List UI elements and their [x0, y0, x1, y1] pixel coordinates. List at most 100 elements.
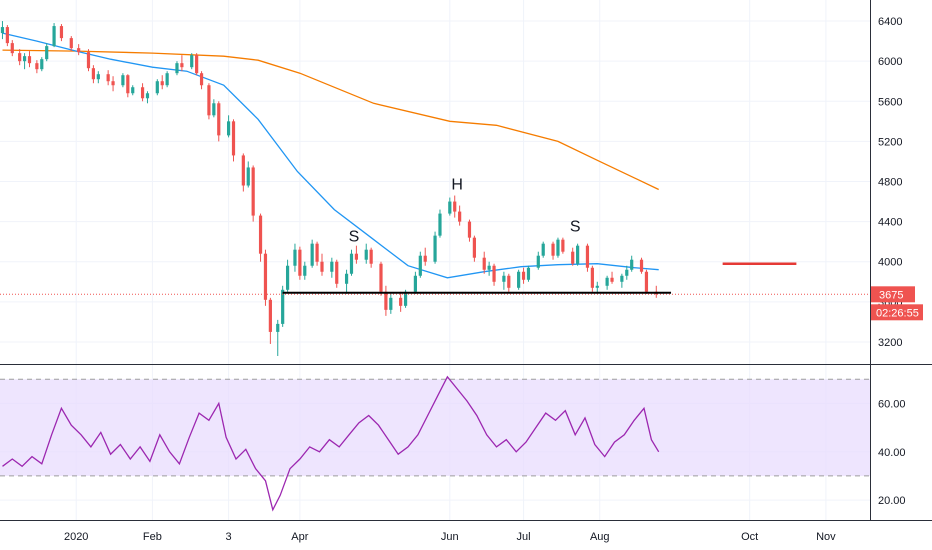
candle-body: [281, 289, 285, 324]
y-tick-label: 4000: [878, 257, 902, 269]
candle-body: [571, 251, 575, 264]
candle-body: [5, 27, 9, 44]
candle-body: [40, 59, 44, 70]
pattern-label: S: [570, 219, 581, 236]
candle-body: [59, 26, 64, 39]
rsi-line: [2, 375, 660, 512]
candle-body: [315, 243, 319, 262]
rsi-band: [0, 378, 870, 477]
y-tick-label: 5600: [878, 96, 902, 108]
candle-body: [369, 249, 373, 264]
x-tick-label: Apr: [291, 531, 308, 543]
candle-body: [140, 87, 145, 99]
candle-body: [517, 271, 521, 288]
candle-body: [52, 26, 56, 47]
rsi-tick-label: 40.00: [878, 447, 906, 459]
candle-body: [18, 53, 22, 62]
candle-body: [131, 87, 135, 94]
candle-body: [207, 85, 211, 116]
candle-body: [180, 63, 184, 68]
candle-body: [644, 271, 649, 292]
candle-body: [246, 167, 250, 186]
candle-body: [595, 285, 599, 288]
candle-body: [45, 46, 49, 60]
candle-body: [241, 155, 245, 186]
candle-body: [354, 253, 359, 260]
y-tick-label: 5200: [878, 136, 902, 148]
candle-body: [458, 211, 462, 222]
ma-long-line: [2, 49, 659, 191]
candle-body: [576, 245, 580, 264]
price-badges: 3675 02:26:55: [871, 286, 923, 321]
x-tick-label: 3: [226, 531, 232, 543]
pattern-label: S: [349, 229, 360, 246]
candle-body: [384, 291, 388, 310]
candle-body: [389, 297, 393, 310]
candle-body: [585, 245, 590, 268]
candle-body: [438, 213, 442, 236]
overlays: [0, 262, 870, 295]
candle-body: [630, 259, 634, 270]
candle-body: [507, 275, 511, 288]
candle-body: [482, 257, 486, 270]
last-price-label: 3675: [879, 289, 903, 301]
candle-body: [423, 255, 427, 262]
candle-body: [91, 68, 96, 80]
candle-body: [165, 73, 169, 86]
candle-body: [541, 243, 545, 256]
candle-body: [487, 265, 491, 270]
candle-body: [556, 239, 560, 256]
x-tick-label: Jul: [517, 531, 531, 543]
countdown-badge: [871, 304, 923, 321]
candle-body: [472, 237, 476, 258]
candle-body: [335, 261, 339, 284]
candle-body: [155, 81, 159, 94]
candle-body: [251, 167, 255, 216]
rsi-series: [2, 375, 660, 512]
candle-body: [310, 243, 314, 266]
candle-body: [399, 297, 403, 306]
candle-body: [226, 121, 231, 136]
candle-body: [268, 299, 272, 332]
candle-body: [263, 253, 268, 300]
candle-body: [536, 255, 540, 268]
y-tick-label: 6400: [878, 16, 902, 28]
candle-body: [86, 52, 91, 69]
candle-body: [10, 43, 14, 54]
candle-body: [492, 265, 496, 282]
candle-body: [298, 249, 302, 276]
candle-body: [349, 253, 354, 274]
candle-body: [364, 249, 368, 260]
candle-body: [145, 93, 150, 99]
y-tick-label: 4400: [878, 217, 902, 229]
candle-body: [561, 239, 565, 252]
candle-body: [199, 73, 204, 86]
candle-body: [379, 263, 383, 292]
axis-labels: 2020 Feb 3 Apr Jun Jul Aug Oct Nov 6400 6000 5600 52…: [64, 16, 906, 543]
candle-body: [96, 74, 100, 80]
candle-body: [526, 267, 531, 280]
x-tick-label: Oct: [741, 531, 758, 543]
last-price-badge: [871, 286, 915, 303]
candle-body: [403, 291, 408, 306]
candle-body: [467, 221, 472, 238]
candle-body: [69, 38, 73, 49]
price-series: [0, 21, 659, 356]
pattern-labels: S H S: [349, 177, 581, 246]
rsi-band-fill: [0, 379, 870, 476]
candle-body: [448, 201, 452, 214]
candle-body: [195, 55, 199, 74]
candle-body: [620, 275, 624, 282]
countdown-label: 02:26:55: [876, 307, 919, 319]
x-tick-label: Feb: [143, 531, 162, 543]
candle-body: [190, 55, 194, 68]
candle-body: [160, 81, 164, 86]
rsi-tick-label: 60.00: [878, 398, 906, 410]
x-tick-label: Aug: [590, 531, 610, 543]
pattern-label: H: [451, 177, 463, 194]
x-tick-label: Nov: [816, 531, 836, 543]
candle-body: [303, 265, 307, 276]
candle-body: [212, 103, 216, 116]
y-tick-label: 6000: [878, 56, 902, 68]
